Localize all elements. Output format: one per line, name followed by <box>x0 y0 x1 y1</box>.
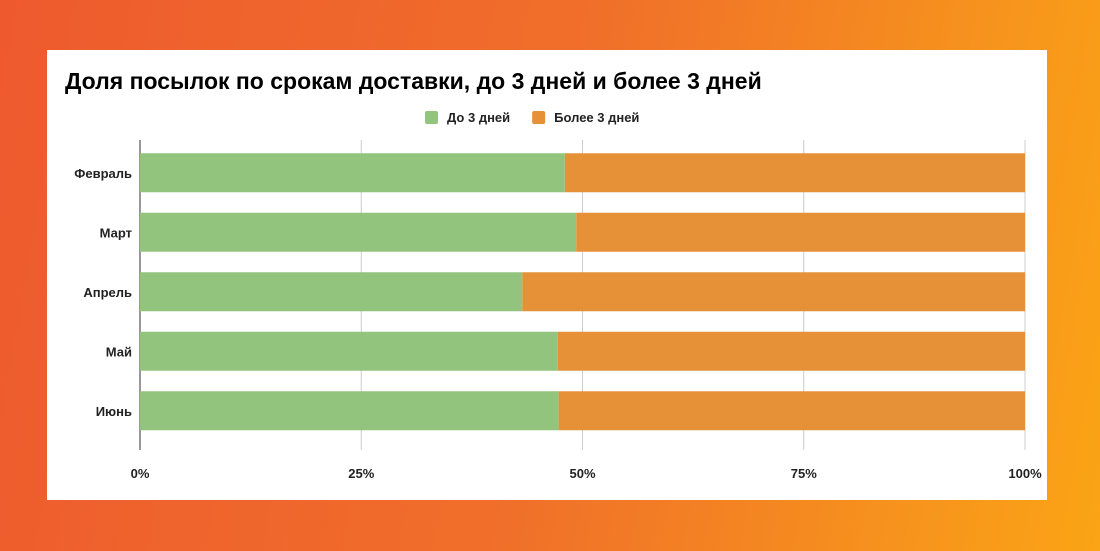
bar-Июнь-0 <box>140 391 559 431</box>
y-tick-label: Февраль <box>74 166 132 181</box>
bar-Май-1 <box>557 331 1025 371</box>
y-tick-label: Май <box>106 344 132 359</box>
x-tick-label: 25% <box>348 466 374 481</box>
x-tick-label: 75% <box>791 466 817 481</box>
x-tick-label: 50% <box>569 466 595 481</box>
x-tick-label: 0% <box>131 466 150 481</box>
stacked-bar-chart: До 3 дней Более 3 дней 0% 25% 50% 75% 100% Февр… <box>74 110 1042 481</box>
bar-Март-0 <box>140 212 577 252</box>
bar-Июнь-1 <box>558 391 1025 431</box>
bar-Май-0 <box>140 331 558 371</box>
bar-Апрель-1 <box>522 272 1025 312</box>
chart-card: Доля посылок по срокам доставки, до 3 дн… <box>47 50 1047 500</box>
bar-Февраль-1 <box>564 153 1025 193</box>
bar-Апрель-0 <box>140 272 523 312</box>
legend-swatch-1 <box>532 111 546 124</box>
bar-Март-1 <box>576 212 1025 252</box>
y-tick-label: Июнь <box>96 404 132 419</box>
y-tick-label: Март <box>100 225 132 240</box>
legend-label-1: Более 3 дней <box>554 110 639 125</box>
bar-Февраль-0 <box>140 153 565 193</box>
y-tick-label: Апрель <box>83 285 132 300</box>
chart-title: Доля посылок по срокам доставки, до 3 дн… <box>65 68 762 94</box>
legend-swatch-0 <box>425 111 438 124</box>
x-tick-label: 100% <box>1008 466 1042 481</box>
legend-label-0: До 3 дней <box>447 110 510 125</box>
